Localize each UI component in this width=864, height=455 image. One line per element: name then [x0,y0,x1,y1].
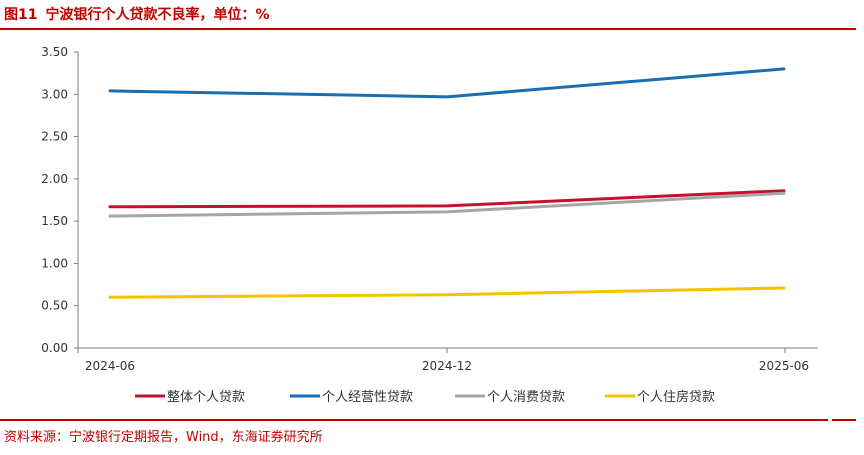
line-chart: 0.00 0.50 1.00 1.50 2.00 2.50 3.00 3.50 2024-06… [41,45,818,405]
series-line-3 [108,191,786,218]
legend-label-1: 整体个人贷款 [167,390,245,405]
chart-lines [108,67,786,299]
chart-legend: 整体个人贷款 个人经营性贷款 个人消费贷款 个人住房贷款 [135,389,715,405]
figure-label: 图11 [4,7,38,23]
series-line-2 [108,67,786,99]
y-tick-label: 1.50 [41,214,68,228]
footer-rule [0,419,828,421]
y-tick-label: 3.50 [41,45,68,59]
y-tick-label: 2.00 [41,172,68,186]
legend-label-2: 个人经营性贷款 [322,390,413,405]
y-tick-label: 0.50 [41,299,68,313]
y-tick-label: 1.00 [41,256,68,270]
x-tick-label: 2024-06 [85,359,135,373]
figure-title: 图11 宁波银行个人贷款不良率，单位：% [4,4,270,24]
chart-axes [77,52,818,349]
series-line-1 [108,189,786,209]
chart-title: 宁波银行个人贷款不良率，单位：% [45,7,270,23]
y-axis-ticks: 0.00 0.50 1.00 1.50 2.00 2.50 3.00 3.50 [41,45,78,355]
y-tick-label: 3.00 [41,87,68,101]
y-tick-label: 2.50 [41,130,68,144]
series-line-4 [108,286,786,299]
title-rule [0,28,856,30]
x-axis-ticks: 2024-06 2024-12 2025-06 [77,348,809,373]
x-tick-label: 2025-06 [759,359,809,373]
x-tick-label: 2024-12 [422,359,472,373]
source-note: 资料来源：宁波银行定期报告，Wind，东海证券研究所 [4,430,323,445]
footer-rule-tail [832,419,856,421]
y-tick-label: 0.00 [41,341,68,355]
legend-label-3: 个人消费贷款 [487,390,565,405]
legend-label-4: 个人住房贷款 [637,389,715,405]
